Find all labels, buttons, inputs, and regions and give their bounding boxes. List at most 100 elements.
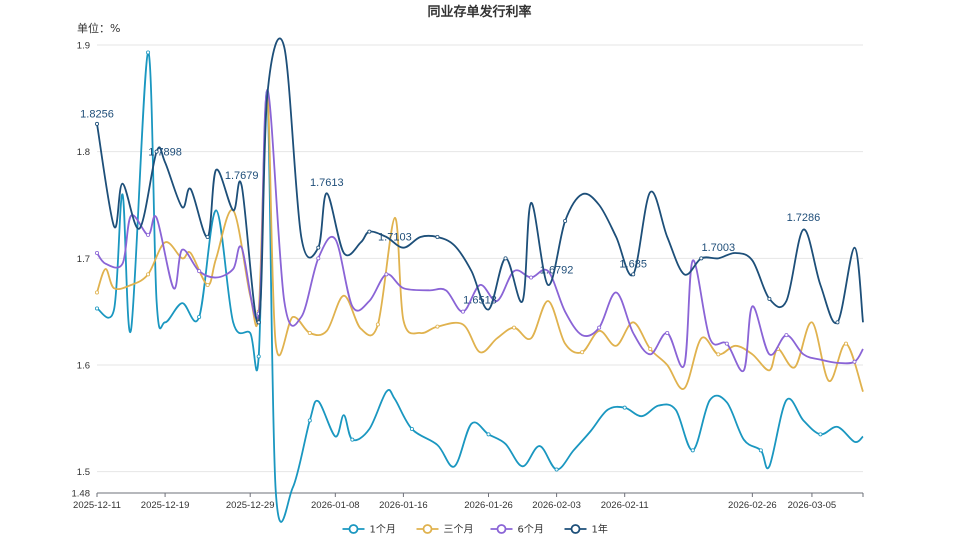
legend-item[interactable]: 三个月 bbox=[416, 524, 474, 536]
data-point bbox=[367, 229, 372, 234]
series-line bbox=[96, 94, 864, 392]
data-label: 1.7613 bbox=[310, 177, 344, 189]
data-label: 1.7898 bbox=[148, 147, 182, 159]
y-tick-label: 1.5 bbox=[77, 467, 90, 478]
data-point bbox=[205, 234, 210, 239]
data-point bbox=[307, 418, 312, 423]
data-point bbox=[597, 325, 602, 330]
x-tick-label: 2026-02-26 bbox=[728, 500, 777, 511]
data-label: 1.7679 bbox=[225, 170, 259, 182]
data-point bbox=[316, 245, 321, 250]
data-point bbox=[384, 272, 389, 277]
data-point bbox=[852, 359, 857, 364]
legend-marker-icon bbox=[496, 524, 507, 534]
y-tick-label: 1.7 bbox=[77, 254, 90, 265]
legend-item[interactable]: 1个月 bbox=[342, 524, 396, 536]
data-point bbox=[95, 121, 100, 126]
legend-marker-icon bbox=[348, 524, 359, 534]
data-point bbox=[699, 256, 704, 261]
data-point bbox=[512, 325, 517, 330]
chart-title: 同业存单发行利率 bbox=[427, 4, 531, 20]
data-label: 1.8256 bbox=[80, 108, 114, 120]
data-point bbox=[409, 426, 414, 431]
unit-label: 单位：% bbox=[77, 21, 120, 35]
data-point bbox=[146, 272, 151, 277]
legend-marker-icon bbox=[422, 524, 433, 534]
y-tick-label: 1.8 bbox=[77, 147, 90, 158]
data-point bbox=[154, 149, 159, 154]
y-tick-label: 1.6 bbox=[77, 361, 90, 372]
x-tick-label: 2025-12-29 bbox=[226, 500, 275, 511]
data-point bbox=[843, 341, 848, 346]
data-point bbox=[758, 448, 763, 453]
axes: 1.48 1.5 1.6 1.7 1.8 1.9 2025-12-11 2025-12-19 2… bbox=[72, 41, 864, 511]
data-point bbox=[716, 352, 721, 357]
data-point bbox=[580, 350, 585, 355]
data-point bbox=[197, 269, 202, 274]
legend-label: 6个月 bbox=[518, 524, 544, 536]
y-tick-label: 1.48 bbox=[72, 489, 91, 500]
series-line bbox=[96, 88, 864, 373]
data-point bbox=[350, 437, 355, 442]
x-tick-label: 2026-02-03 bbox=[532, 500, 581, 511]
data-label: 1.6513 bbox=[463, 294, 497, 306]
legend: 1个月 三个月 6个月 1年 bbox=[342, 523, 608, 536]
data-point bbox=[767, 296, 772, 301]
data-point bbox=[307, 330, 312, 335]
data-point bbox=[95, 250, 100, 255]
data-point bbox=[435, 324, 440, 329]
x-tick-label: 2026-01-26 bbox=[464, 500, 513, 511]
series-lines bbox=[95, 37, 864, 523]
data-point bbox=[316, 256, 321, 261]
data-point bbox=[631, 272, 636, 277]
data-point bbox=[486, 432, 491, 437]
data-point bbox=[95, 290, 100, 295]
data-point bbox=[256, 354, 261, 359]
x-tick-label: 2025-12-19 bbox=[141, 500, 190, 511]
data-point bbox=[690, 448, 695, 453]
data-label: 1.7003 bbox=[701, 242, 735, 254]
data-label: 1.7286 bbox=[787, 212, 821, 224]
series-line bbox=[96, 37, 864, 325]
series-4 bbox=[95, 37, 864, 325]
data-label: 1.685 bbox=[619, 258, 647, 270]
series-1 bbox=[95, 50, 864, 523]
gridlines bbox=[97, 44, 863, 473]
data-point bbox=[563, 218, 568, 223]
x-tick-label: 2026-01-16 bbox=[379, 500, 428, 511]
data-point bbox=[95, 306, 100, 311]
y-tick-label: 1.9 bbox=[77, 41, 90, 52]
data-point bbox=[784, 333, 789, 338]
data-point bbox=[256, 320, 261, 325]
legend-label: 三个月 bbox=[444, 524, 474, 536]
legend-label: 1个月 bbox=[370, 524, 396, 536]
data-point bbox=[205, 282, 210, 287]
data-point bbox=[375, 322, 380, 327]
data-point bbox=[529, 275, 534, 280]
x-tick-label: 2026-02-11 bbox=[601, 500, 649, 511]
legend-label: 1年 bbox=[592, 523, 608, 536]
data-point bbox=[503, 256, 508, 261]
legend-item[interactable]: 6个月 bbox=[490, 524, 544, 536]
data-point bbox=[835, 320, 840, 325]
data-point bbox=[460, 309, 465, 314]
data-labels: 1.8256 1.7898 1.7679 1.7613 1.7103 1.6513 1.67… bbox=[80, 108, 820, 306]
x-tick-label: 2026-01-08 bbox=[311, 500, 360, 511]
data-point bbox=[665, 330, 670, 335]
data-point bbox=[818, 432, 823, 437]
data-point bbox=[146, 50, 151, 55]
data-point bbox=[622, 405, 627, 410]
data-point bbox=[197, 314, 202, 319]
data-label: 1.7103 bbox=[378, 231, 412, 243]
data-point bbox=[554, 467, 559, 472]
data-point bbox=[146, 232, 151, 237]
x-tick-label: 2026-03-05 bbox=[788, 500, 837, 511]
legend-item[interactable]: 1年 bbox=[564, 523, 608, 536]
data-point bbox=[648, 346, 653, 351]
series-3 bbox=[95, 88, 864, 373]
data-point bbox=[435, 234, 440, 239]
x-tick-label: 2025-12-11 bbox=[73, 500, 121, 511]
data-point bbox=[724, 341, 729, 346]
legend-marker-icon bbox=[570, 524, 581, 534]
